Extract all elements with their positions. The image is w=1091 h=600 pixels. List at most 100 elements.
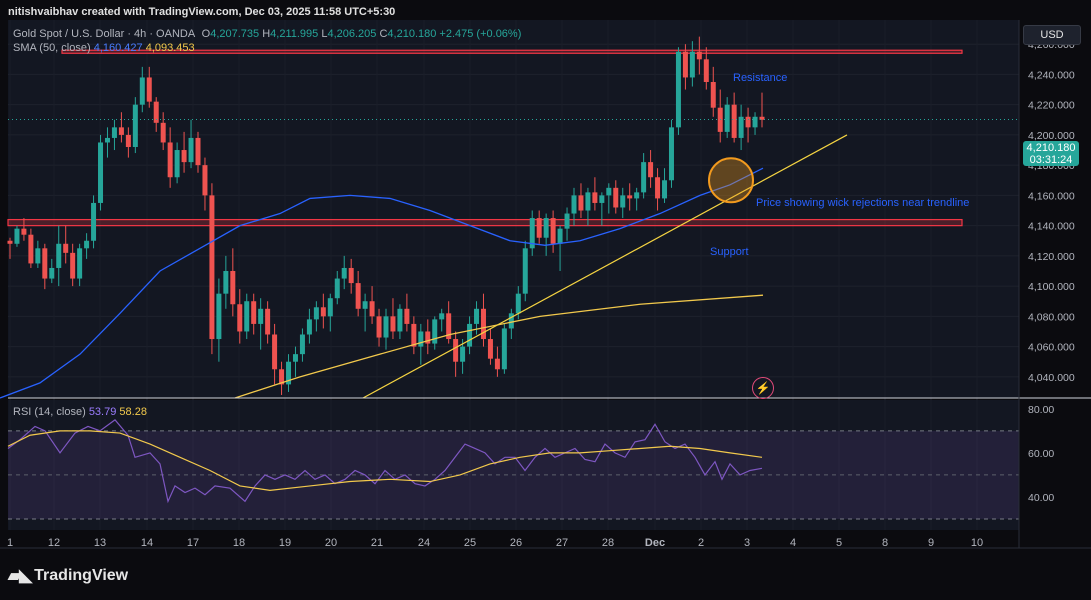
high-label: H <box>262 28 271 40</box>
candle-body <box>111 127 117 138</box>
open-value: 4,207.735 <box>210 28 260 40</box>
rsi-label: RSI (14, close) <box>13 406 86 418</box>
x-tick-label: 10 <box>971 537 983 549</box>
candle-body <box>738 116 744 138</box>
candle-body <box>327 298 333 317</box>
x-tick-label: 18 <box>233 537 245 549</box>
rsi-pane-bg <box>8 400 1019 530</box>
candle-body <box>620 195 626 208</box>
candle-body <box>557 228 563 244</box>
resistance-label: Resistance <box>733 72 787 84</box>
rsi-y-tick-label: 40.00 <box>1028 492 1054 504</box>
x-tick-label: 25 <box>464 537 476 549</box>
rsi-y-tick-label: 60.00 <box>1028 448 1054 460</box>
candle-body <box>474 308 480 324</box>
candle-body <box>662 180 668 199</box>
open-label: O <box>201 28 211 40</box>
candle-body <box>348 267 354 284</box>
last-price-value: 4,210.180 <box>1026 142 1076 154</box>
x-tick-label: 24 <box>418 537 430 549</box>
candle-body <box>153 101 159 123</box>
chart-canvas[interactable]: Resistance Support Price showing wick reje… <box>0 0 1091 560</box>
candle-body <box>84 240 90 249</box>
candle-body <box>731 104 737 138</box>
candle-body <box>613 187 619 208</box>
candle-body <box>195 137 201 166</box>
rsi-value: 53.79 <box>88 406 117 418</box>
candle-body <box>446 313 452 340</box>
trendline <box>362 134 848 399</box>
candle-body <box>244 301 250 332</box>
candle-body <box>237 304 243 332</box>
candle-body <box>418 331 424 347</box>
bar-countdown: 03:31:24 <box>1029 154 1073 166</box>
candle-body <box>355 283 361 309</box>
candle-body <box>606 187 612 196</box>
x-tick-label: 8 <box>882 537 888 549</box>
candle-body <box>550 218 556 244</box>
x-tick-label: 26 <box>510 537 522 549</box>
candle-body <box>341 267 347 279</box>
candle-body <box>453 339 459 362</box>
candle-body <box>160 122 166 143</box>
rsi-line <box>7 419 763 504</box>
close-value: 4,210.180 <box>387 28 437 40</box>
candle-body <box>759 116 765 120</box>
support-label: Support <box>710 246 749 258</box>
y-tick-label: 4,140.000 <box>1028 221 1075 233</box>
candle-body <box>42 248 48 279</box>
currency-button[interactable]: USD <box>1023 25 1081 45</box>
candle-body <box>334 278 340 299</box>
x-tick-label: 28 <box>602 537 614 549</box>
x-tick-label: 13 <box>94 537 106 549</box>
rsi-indicator <box>7 419 1019 520</box>
x-tick-label: 12 <box>48 537 60 549</box>
candle-body <box>494 358 500 370</box>
candle-body <box>35 248 41 264</box>
candle-body <box>522 248 528 294</box>
candle-body <box>223 270 229 294</box>
candle-body <box>501 328 507 370</box>
candle-body <box>404 308 410 324</box>
x-tick-label: 1 <box>7 537 13 549</box>
candle-body <box>592 192 598 203</box>
candle-body <box>439 313 445 320</box>
candle-body <box>56 243 62 268</box>
candle-body <box>390 316 396 332</box>
candle-body <box>467 323 473 347</box>
candle-body <box>139 77 145 105</box>
candle-body <box>675 51 681 128</box>
candle-body <box>98 142 104 203</box>
symbol-name: Gold Spot / U.S. Dollar · 4h · OANDA <box>13 28 195 40</box>
candle-body <box>14 228 20 244</box>
candle-body <box>710 81 716 108</box>
tradingview-watermark: ▰◣ TradingView <box>8 566 128 586</box>
lightning-icon[interactable]: ⚡ <box>752 377 774 399</box>
candle-body <box>460 346 466 362</box>
candle-body <box>745 116 751 128</box>
candle-body <box>320 307 326 317</box>
y-tick-label: 4,240.000 <box>1028 69 1075 81</box>
candle-body <box>188 137 194 163</box>
x-tick-label: 5 <box>836 537 842 549</box>
last-price-tag: 4,210.180 03:31:24 <box>1023 141 1079 166</box>
candle-body <box>682 51 688 78</box>
candle-body <box>216 293 222 340</box>
candle-body <box>411 323 417 347</box>
candle-body <box>383 316 389 338</box>
candle-body <box>49 267 55 279</box>
x-tick-label: 9 <box>928 537 934 549</box>
wick-rejection-highlight <box>708 157 754 204</box>
support-zone <box>7 218 963 227</box>
rsi-legend: RSI (14, close) 53.79 58.28 <box>13 406 147 418</box>
candle-body <box>258 308 264 324</box>
y-tick-label: 4,060.000 <box>1028 342 1075 354</box>
candle-body <box>70 252 76 279</box>
candle-body <box>564 213 570 229</box>
sma-value-2: 4,093.453 <box>145 42 195 54</box>
rsi-ma-value: 58.28 <box>119 406 147 418</box>
x-axis: 1 12 13 14 17 18 19 20 21 24 25 26 27 28 Dec 2 3 4 5 8 9 10 <box>7 537 983 549</box>
candle-body <box>696 51 702 60</box>
candle-body <box>313 307 319 320</box>
candle-body <box>655 177 661 199</box>
